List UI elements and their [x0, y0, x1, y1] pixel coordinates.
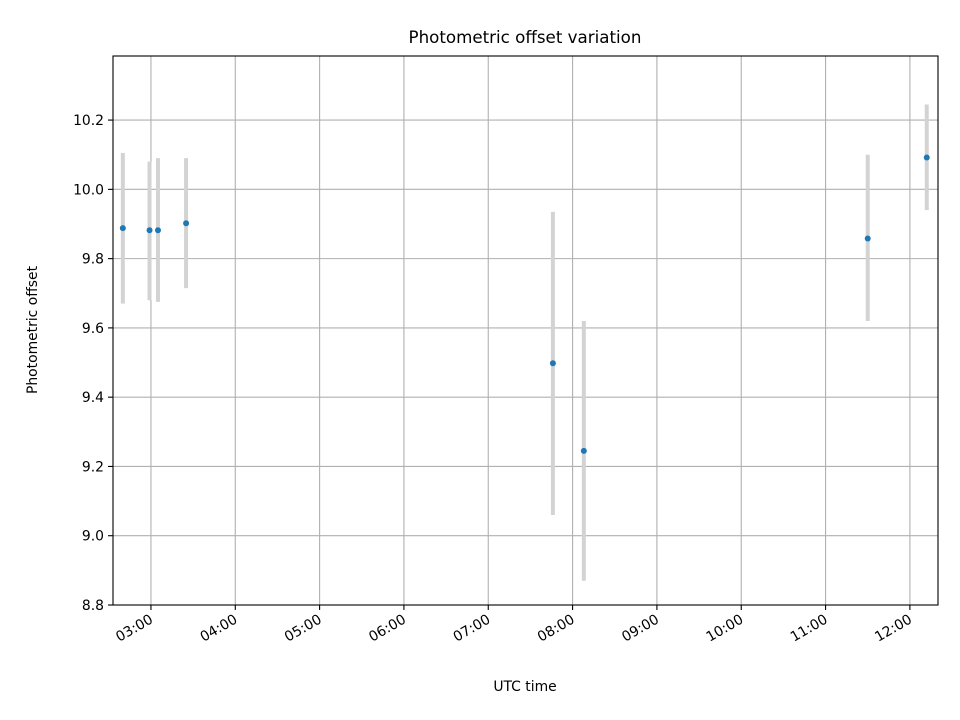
data-point: [923, 154, 930, 161]
x-axis-label: UTC time: [493, 679, 556, 695]
data-point: [864, 235, 871, 242]
data-point: [549, 360, 556, 367]
y-axis-label: Photometric offset: [25, 265, 41, 394]
y-tick-label: 9.4: [82, 390, 104, 406]
y-tick-label: 9.2: [82, 459, 104, 475]
data-points: [119, 154, 930, 454]
y-tick-label: 8.8: [82, 598, 104, 614]
y-tick-label: 10.2: [73, 113, 104, 129]
y-axis-ticks: 8.8 9.0 9.2 9.4 9.6 9.8 10.0 10.2: [73, 113, 113, 614]
data-point: [146, 227, 153, 234]
plot-frame: [112, 55, 939, 606]
data-point: [119, 225, 126, 232]
data-point: [154, 227, 161, 234]
y-tick-label: 9.6: [82, 321, 104, 337]
data-point: [580, 447, 587, 454]
y-tick-label: 9.0: [82, 529, 104, 545]
y-tick-label: 9.8: [82, 252, 104, 268]
data-point: [183, 220, 190, 227]
y-tick-label: 10.0: [73, 182, 104, 198]
chart-title: Photometric offset variation: [409, 27, 642, 47]
